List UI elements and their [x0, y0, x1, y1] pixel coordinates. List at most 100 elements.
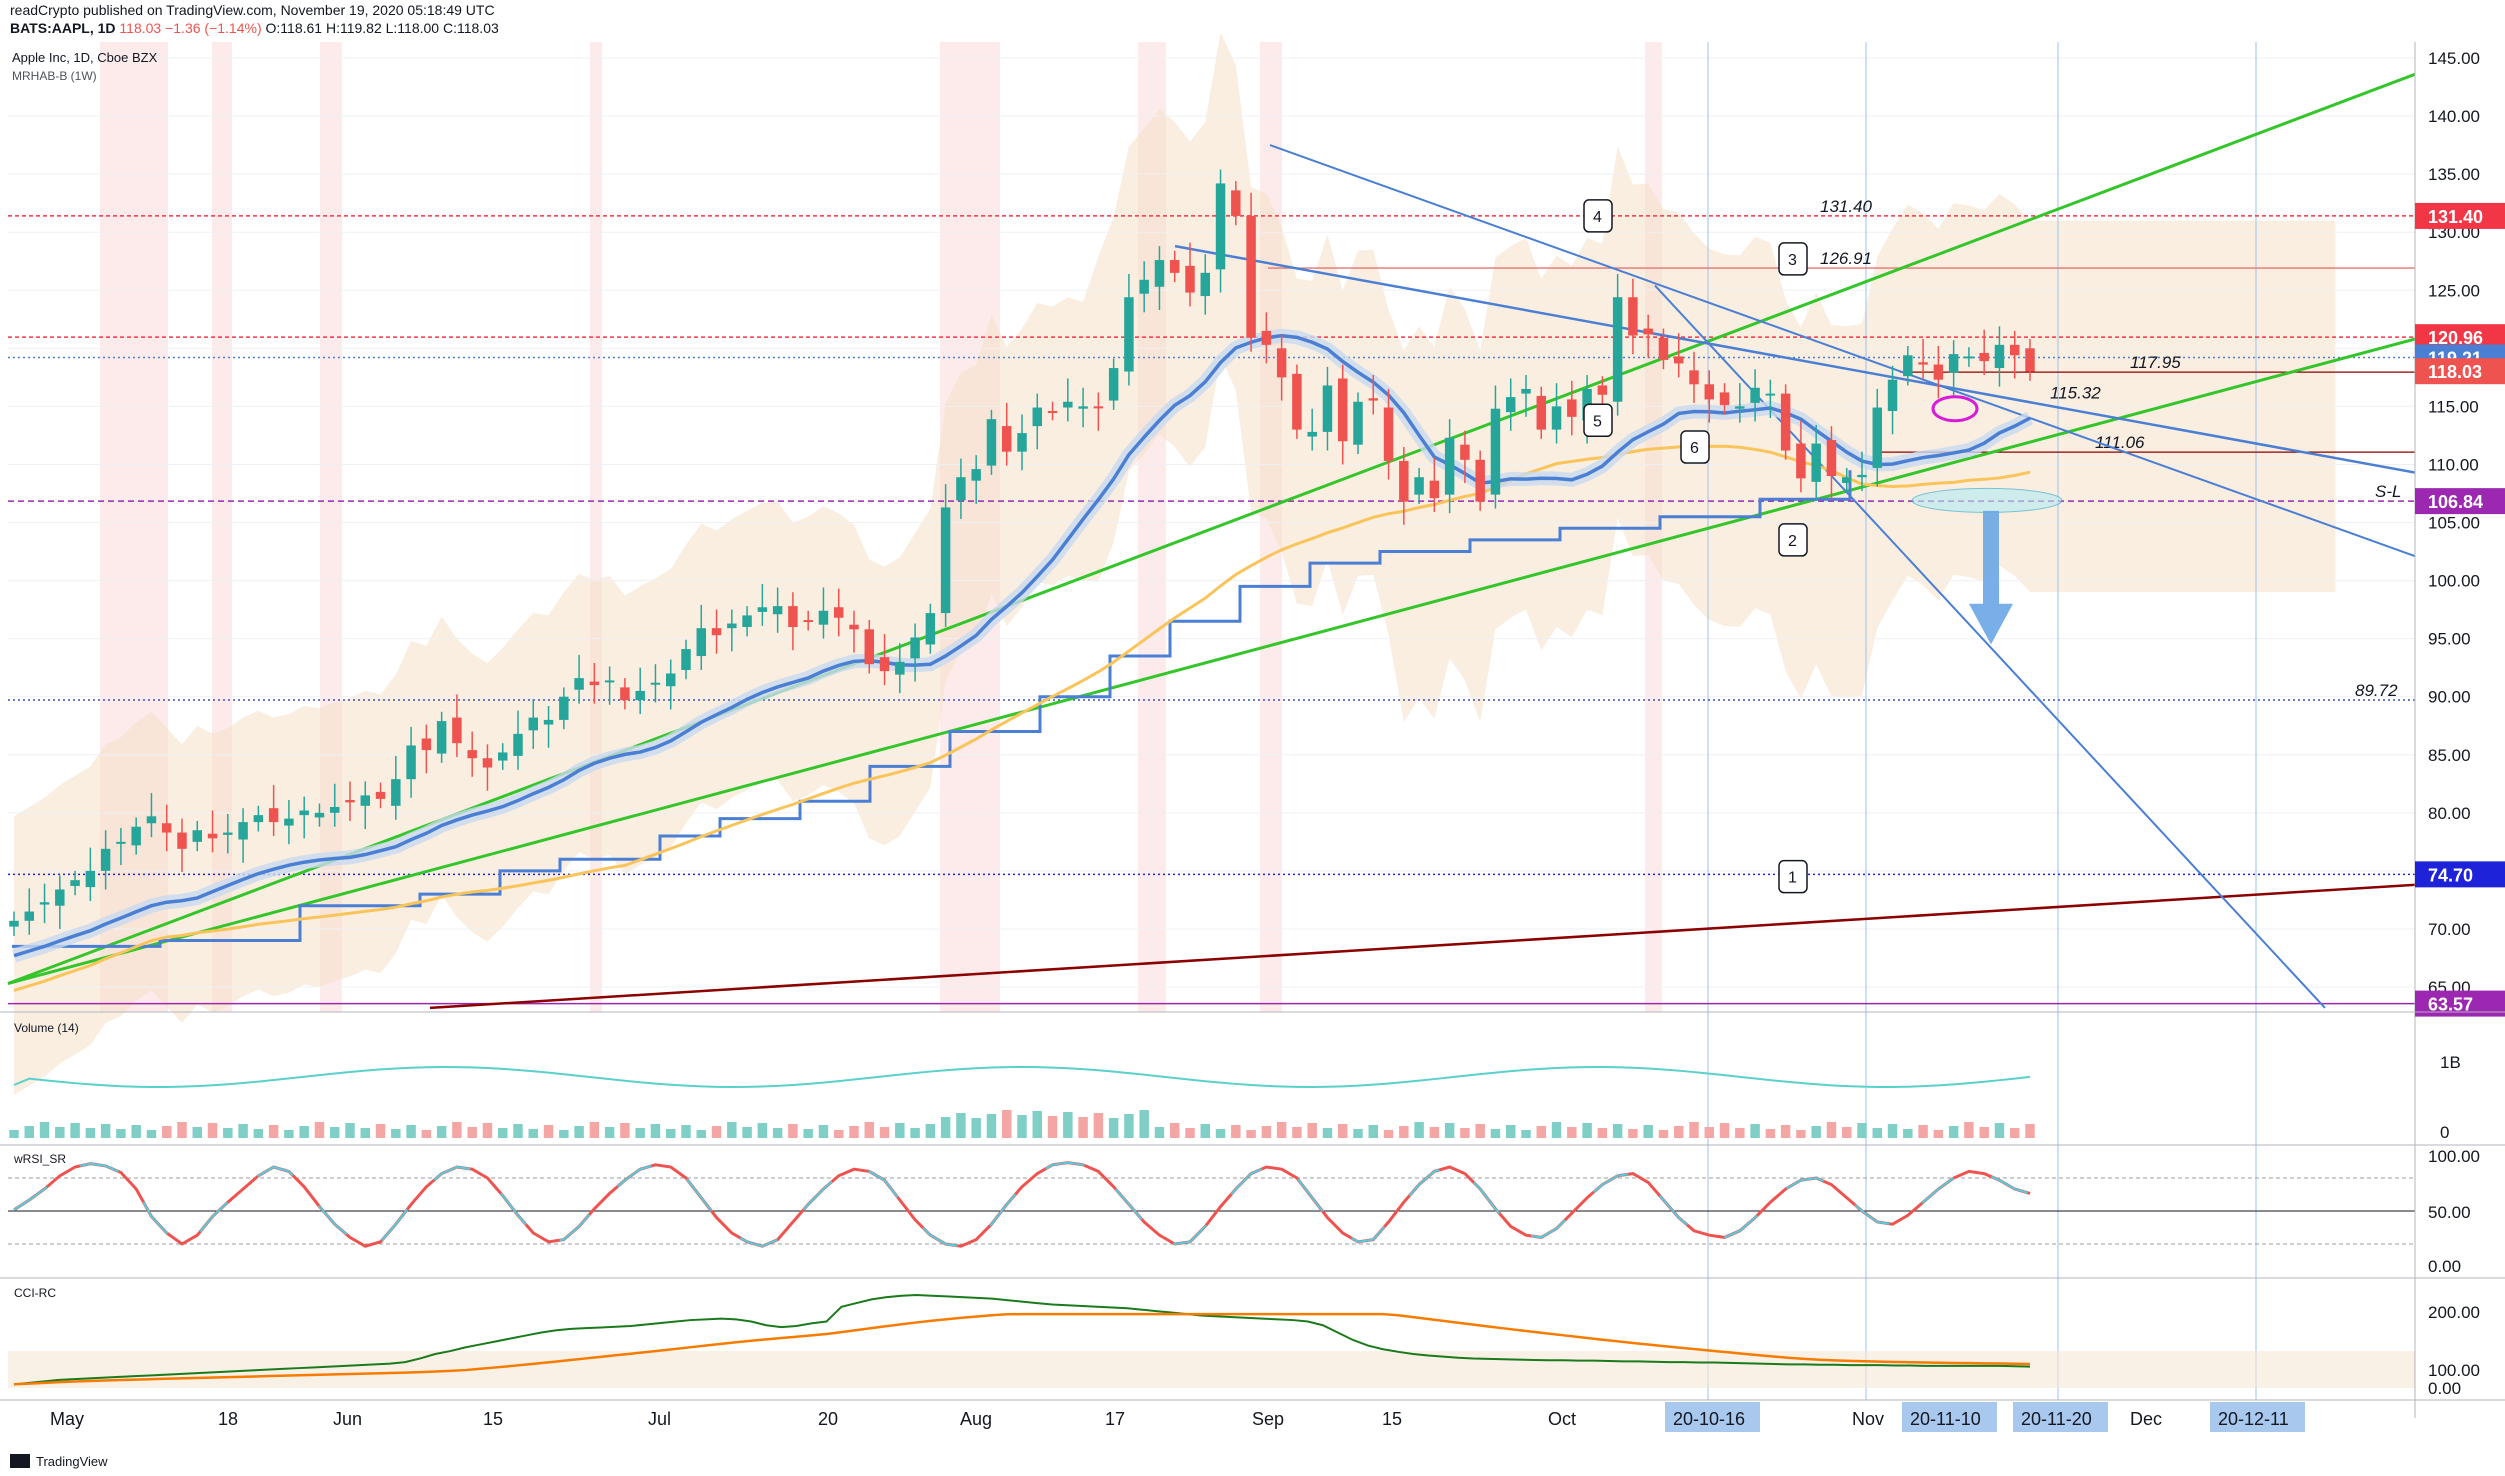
cci-axis-label: 100.00 [2428, 1361, 2480, 1380]
cci-pane-label: CCI-RC [14, 1286, 56, 1300]
volume-bar [1429, 1127, 1440, 1138]
candle-body [1750, 387, 1760, 403]
volume-bar [1444, 1123, 1455, 1138]
candle-body [1765, 393, 1776, 396]
price-tick-label: 80.00 [2428, 804, 2471, 823]
volume-bar [1505, 1125, 1516, 1138]
candle-body [345, 800, 355, 803]
green-trendline-upper [7, 72, 2416, 985]
candle-body [314, 812, 325, 818]
price-axis-badge-text: 120.96 [2428, 328, 2483, 348]
candle-body [2009, 344, 2020, 356]
price-axis-badge-text: 118.03 [2428, 362, 2482, 382]
volume-bar [1796, 1130, 1806, 1138]
candle-body [1093, 406, 1104, 409]
volume-bar [1826, 1122, 1837, 1138]
candle-body [528, 717, 539, 731]
candle-body [1383, 407, 1394, 461]
candle-body [742, 615, 752, 628]
candle-body [757, 607, 768, 612]
volume-bar [100, 1124, 111, 1138]
price-tick-label: 125.00 [2428, 281, 2480, 300]
date-badge [2210, 1402, 2305, 1432]
price-tick-label: 135.00 [2428, 165, 2480, 184]
candle-body [1628, 297, 1638, 336]
candle-body [604, 680, 615, 683]
level-annotation: 117.95 [2130, 353, 2181, 372]
price-axis-bg [2415, 42, 2505, 1422]
publisher-line: readCrypto published on TradingView.com,… [10, 2, 495, 18]
candle-body [818, 610, 829, 625]
volume-bar [757, 1123, 768, 1138]
volume-bar [1063, 1112, 1073, 1138]
time-tick-label: Sep [1252, 1409, 1284, 1429]
candle-body [9, 920, 19, 927]
blue-moving-average [13, 333, 2031, 958]
candle-body [1124, 297, 1134, 372]
candle-body [284, 818, 294, 826]
volume-axis-label: 1B [2440, 1053, 2461, 1072]
volume-bar [1582, 1123, 1592, 1138]
candle-body [803, 620, 813, 623]
volume-bar [2025, 1124, 2035, 1138]
volume-bar [192, 1127, 203, 1138]
candle-body [1414, 477, 1424, 495]
time-tick-label: Oct [1548, 1409, 1576, 1429]
candle-body [1948, 354, 1959, 373]
candle-body [497, 752, 508, 761]
volume-bar [1185, 1128, 1195, 1138]
volume-bar [1857, 1123, 1867, 1138]
candle-body [696, 628, 707, 657]
volume-bar [1887, 1124, 1898, 1138]
candle-body [1811, 443, 1821, 482]
volume-bar [1032, 1111, 1043, 1138]
volume-bar [849, 1126, 859, 1138]
volume-bar [1292, 1127, 1302, 1138]
candle-body [1689, 370, 1699, 385]
low-value: L:118.00 [385, 20, 440, 36]
level-annotation: 111.06 [2095, 433, 2145, 452]
candle-body [1276, 348, 1287, 378]
price-axis-badge [2415, 358, 2505, 385]
price-axis-badge-text: 63.57 [2428, 995, 2473, 1015]
stepped-baseline [12, 470, 1852, 948]
volume-bar [177, 1122, 187, 1138]
volume-bar [482, 1123, 493, 1138]
volume-bar [1001, 1110, 1012, 1138]
level-annotation: 131.40 [1820, 197, 1873, 216]
candle-body [910, 637, 920, 659]
candle-body [1597, 385, 1608, 395]
candle-body [833, 607, 844, 618]
candle-body [55, 889, 65, 906]
candle-body [1490, 408, 1501, 495]
candle-body [100, 848, 111, 871]
time-tick-label: Jun [333, 1409, 362, 1429]
callout-number: 5 [1593, 413, 1602, 430]
volume-bar [864, 1122, 875, 1138]
candle-body [1918, 362, 1928, 365]
wrsi-pane-label: wRSI_SR [13, 1152, 66, 1166]
candle-body [1399, 460, 1409, 502]
candle-body [727, 623, 737, 629]
callout-number: 3 [1788, 252, 1797, 269]
candle-body [1169, 260, 1180, 273]
candle-body [85, 870, 96, 888]
cci-axis-label: 200.00 [2428, 1303, 2480, 1322]
volume-bar [452, 1122, 462, 1138]
callout-box [1778, 242, 1808, 276]
candle-body [650, 682, 661, 685]
time-tick-label: Dec [2130, 1409, 2162, 1429]
candle-body [559, 696, 569, 720]
price-axis-badge [2415, 861, 2505, 888]
candle-body [161, 823, 172, 833]
price-tick-label: 95.00 [2428, 630, 2471, 649]
candle-body [391, 779, 401, 806]
volume-bar [513, 1124, 523, 1138]
candle-body [299, 810, 309, 816]
volume-bar [1536, 1126, 1547, 1138]
candle-body [772, 606, 783, 615]
date-badge [2013, 1402, 2108, 1432]
time-tick-label: 18 [218, 1409, 238, 1429]
volume-bar [1933, 1130, 1944, 1138]
